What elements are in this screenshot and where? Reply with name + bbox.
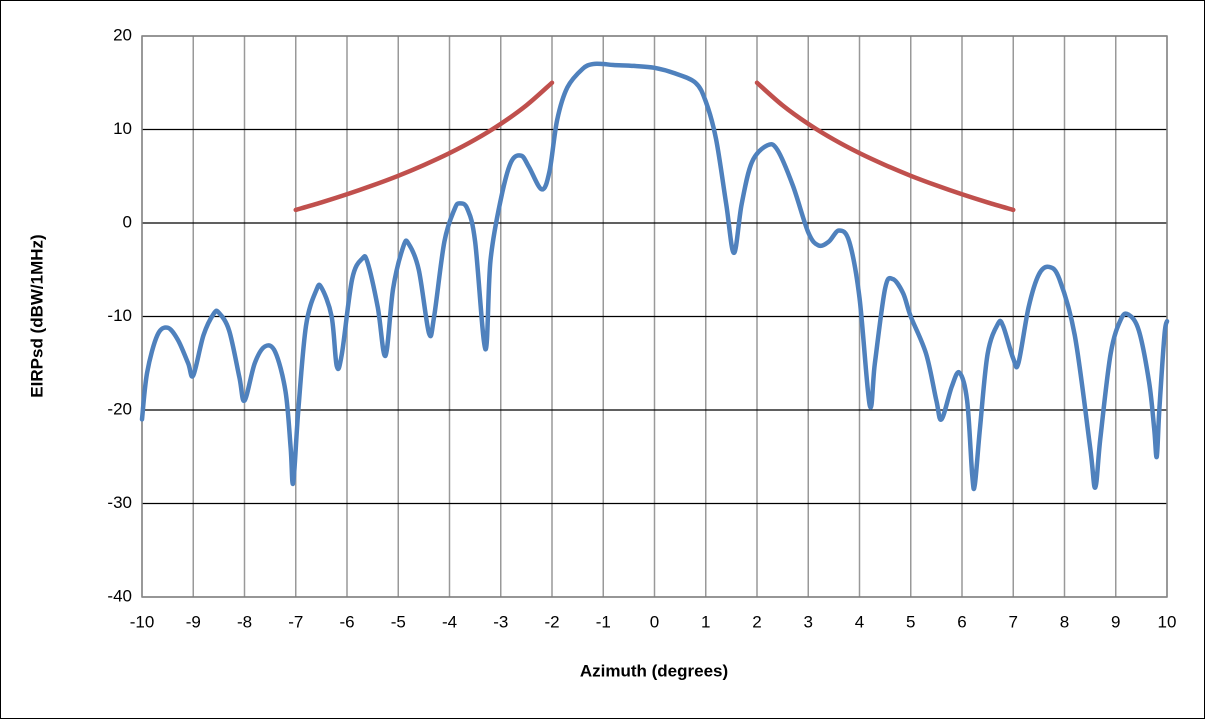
x-tick-label: 4	[855, 612, 864, 631]
x-tick-label: 9	[1111, 612, 1120, 631]
x-tick-label: -1	[596, 612, 611, 631]
y-tick-label: -20	[107, 399, 132, 418]
plot-border	[141, 35, 1168, 598]
x-tick-label: -6	[339, 612, 354, 631]
x-tick-label: -4	[442, 612, 457, 631]
x-tick-label: -2	[544, 612, 559, 631]
y-tick-label: 0	[123, 212, 132, 231]
x-tick-label: 7	[1009, 612, 1018, 631]
y-tick-label: -10	[107, 306, 132, 325]
x-tick-label: -9	[186, 612, 201, 631]
x-tick-label: -3	[493, 612, 508, 631]
y-tick-label: -30	[107, 493, 132, 512]
x-tick-label: 3	[804, 612, 813, 631]
x-tick-label: 5	[906, 612, 915, 631]
x-tick-label: -5	[391, 612, 406, 631]
y-tick-label: 10	[113, 119, 132, 138]
plot	[139, 61, 1170, 492]
x-tick-label: 0	[650, 612, 659, 631]
x-tick-label: 6	[957, 612, 966, 631]
x-axis-label: Azimuth (degrees)	[580, 661, 728, 680]
y-tick-label: -40	[107, 586, 132, 605]
x-tick-label: 1	[701, 612, 710, 631]
x-tick-label: 10	[1158, 612, 1177, 631]
x-tick-label: -8	[237, 612, 252, 631]
grid	[141, 35, 1168, 598]
series-line	[293, 80, 1016, 213]
y-tick-label: 20	[113, 25, 132, 44]
x-tick-label: -7	[288, 612, 303, 631]
y-axis-label: EIRPsd (dBW/1MHz)	[27, 234, 46, 397]
x-tick-label: 2	[752, 612, 761, 631]
series-line	[139, 61, 1170, 492]
x-tick-label: 8	[1060, 612, 1069, 631]
x-tick-label: -10	[130, 612, 155, 631]
